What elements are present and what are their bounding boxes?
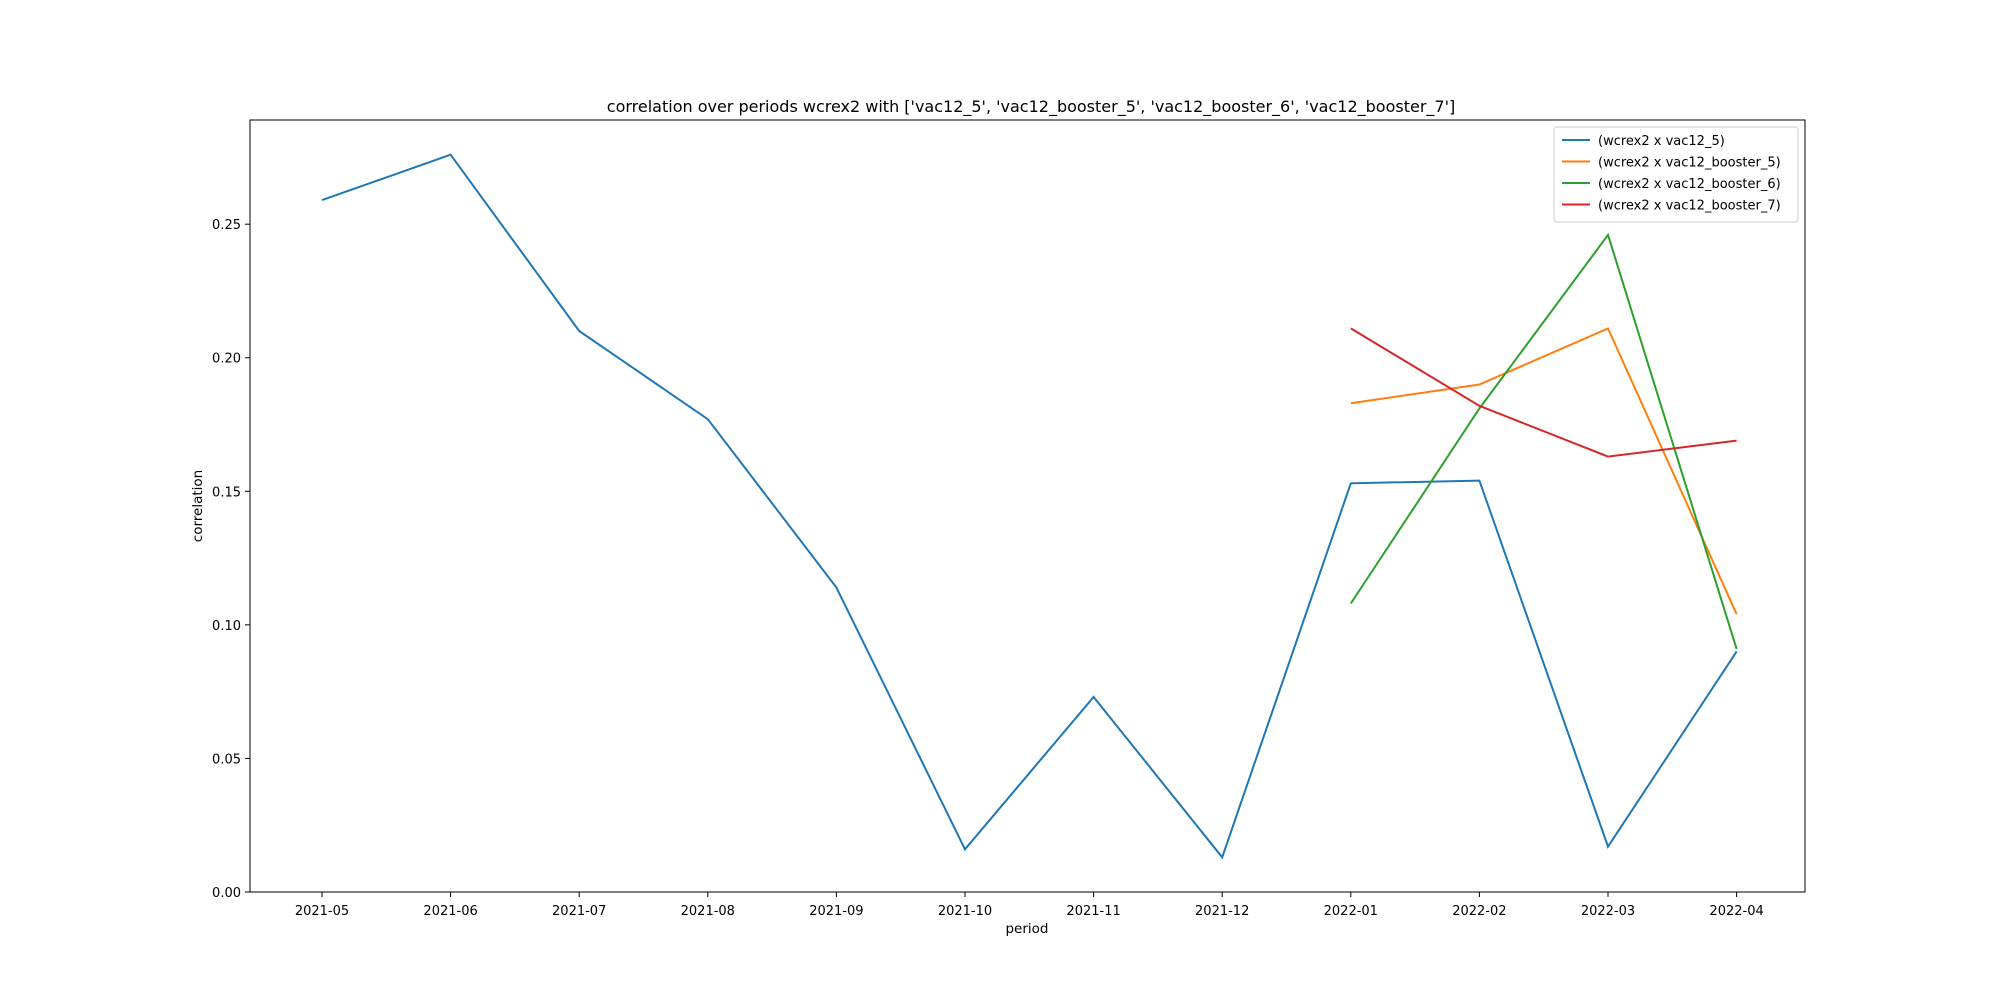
x-axis: 2021-05 2021-06 2021-07 2021-08 2021-09 2021-… bbox=[295, 892, 1764, 919]
x-tick-label: 2021-07 bbox=[552, 904, 606, 919]
y-axis-label: correlation bbox=[190, 470, 206, 542]
plot-area bbox=[321, 153, 1738, 860]
x-tick-label: 2022-04 bbox=[1709, 904, 1763, 919]
y-tick-label: 0.20 bbox=[212, 352, 241, 367]
y-axis: 0.00 0.05 0.10 0.15 0.20 0.25 bbox=[212, 218, 250, 901]
x-tick-label: 2021-06 bbox=[423, 904, 477, 919]
series-line-1 bbox=[321, 153, 1738, 860]
y-tick-label: 0.05 bbox=[212, 752, 241, 767]
axes-frame bbox=[249, 119, 1806, 893]
series-line-4 bbox=[1350, 327, 1737, 458]
legend-label: (wcrex2 x vac12_booster_5) bbox=[1598, 156, 1781, 171]
x-tick-label: 2021-11 bbox=[1066, 904, 1120, 919]
legend-label: (wcrex2 x vac12_booster_7) bbox=[1598, 199, 1781, 214]
x-tick-label: 2021-09 bbox=[809, 904, 863, 919]
chart-title: correlation over periods wcrex2 with ['v… bbox=[607, 97, 1455, 117]
x-axis-label: period bbox=[1005, 921, 1048, 937]
x-tick-label: 2021-08 bbox=[681, 904, 735, 919]
x-tick-label: 2021-12 bbox=[1195, 904, 1249, 919]
x-tick-label: 2022-03 bbox=[1581, 904, 1635, 919]
x-tick-label: 2021-10 bbox=[938, 904, 992, 919]
legend: (wcrex2 x vac12_5) (wcrex2 x vac12_booste… bbox=[1553, 126, 1799, 223]
x-tick-label: 2022-02 bbox=[1452, 904, 1506, 919]
y-tick-label: 0.25 bbox=[212, 218, 241, 233]
y-tick-label: 0.00 bbox=[212, 886, 241, 901]
y-tick-label: 0.10 bbox=[212, 619, 241, 634]
x-tick-label: 2021-05 bbox=[295, 904, 349, 919]
y-tick-label: 0.15 bbox=[212, 485, 241, 500]
series-line-3 bbox=[1349, 232, 1738, 650]
x-tick-label: 2022-01 bbox=[1324, 904, 1378, 919]
legend-label: (wcrex2 x vac12_5) bbox=[1598, 134, 1725, 149]
series-line-2 bbox=[1350, 327, 1738, 615]
legend-box bbox=[1553, 126, 1799, 223]
legend-label: (wcrex2 x vac12_booster_6) bbox=[1598, 177, 1781, 192]
